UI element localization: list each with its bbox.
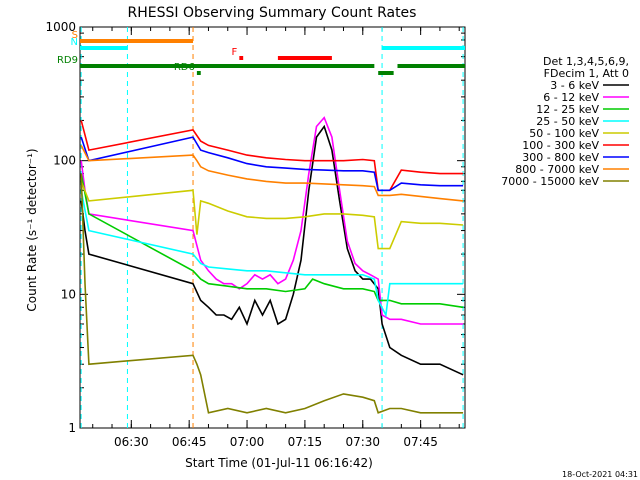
legend-label: 7000 - 15000 keV bbox=[501, 175, 599, 188]
flag-label-f: F bbox=[232, 47, 238, 58]
x-tick-label: 06:30 bbox=[114, 435, 149, 449]
y-tick-label: 100 bbox=[53, 154, 76, 168]
series-line-3 bbox=[80, 190, 464, 318]
y-tick-label: 1000 bbox=[45, 20, 76, 34]
y-tick-label: 10 bbox=[61, 287, 76, 301]
series-line-5 bbox=[80, 120, 464, 192]
flag-label-n: N bbox=[71, 37, 78, 48]
flag-label-rd6: RD6 bbox=[174, 62, 195, 73]
legend-label: 6 - 12 keV bbox=[543, 91, 599, 104]
plot-area: 1 10 100 1000 06:30 06:45 07:00 07:15 07:30 07:45… bbox=[45, 20, 629, 449]
series-line-6 bbox=[80, 136, 464, 192]
series-line-2 bbox=[80, 173, 464, 309]
x-tick-label: 07:30 bbox=[345, 435, 380, 449]
series-line-4 bbox=[80, 181, 464, 250]
plot-frame bbox=[79, 26, 466, 429]
x-tick-label: 07:15 bbox=[288, 435, 323, 449]
series-line-8 bbox=[80, 173, 464, 414]
x-tick-label: 07:00 bbox=[230, 435, 265, 449]
legend-header-line-2: FDecim 1, Att 0 bbox=[544, 67, 629, 80]
legend-label: 100 - 300 keV bbox=[522, 139, 599, 152]
footer-timestamp: 18-Oct-2021 04:31 bbox=[562, 470, 638, 479]
x-axis-label: Start Time (01-Jul-11 06:16:42) bbox=[185, 456, 373, 470]
legend-label: 25 - 50 keV bbox=[536, 115, 599, 128]
chart-title: RHESSI Observing Summary Count Rates bbox=[128, 5, 417, 21]
series-line-0 bbox=[80, 124, 464, 376]
legend-label: 50 - 100 keV bbox=[529, 127, 599, 140]
series-line-1 bbox=[80, 116, 464, 325]
y-axis-label: Count Rate (s⁻¹ detector⁻¹) bbox=[25, 148, 39, 311]
x-tick-label: 07:45 bbox=[403, 435, 438, 449]
flag-label-s: S bbox=[72, 30, 78, 41]
legend-label: 800 - 7000 keV bbox=[515, 163, 599, 176]
x-tick-label: 06:45 bbox=[172, 435, 207, 449]
legend-label: 12 - 25 keV bbox=[536, 103, 599, 116]
legend-label: 300 - 800 keV bbox=[522, 151, 599, 164]
series-line-7 bbox=[80, 145, 464, 202]
legend-label: 3 - 6 keV bbox=[550, 79, 599, 92]
legend-header-line-1: Det 1,3,4,5,6,9, bbox=[543, 55, 629, 68]
flag-label-rd9: RD9 bbox=[57, 55, 78, 66]
y-tick-label: 1 bbox=[68, 421, 76, 435]
